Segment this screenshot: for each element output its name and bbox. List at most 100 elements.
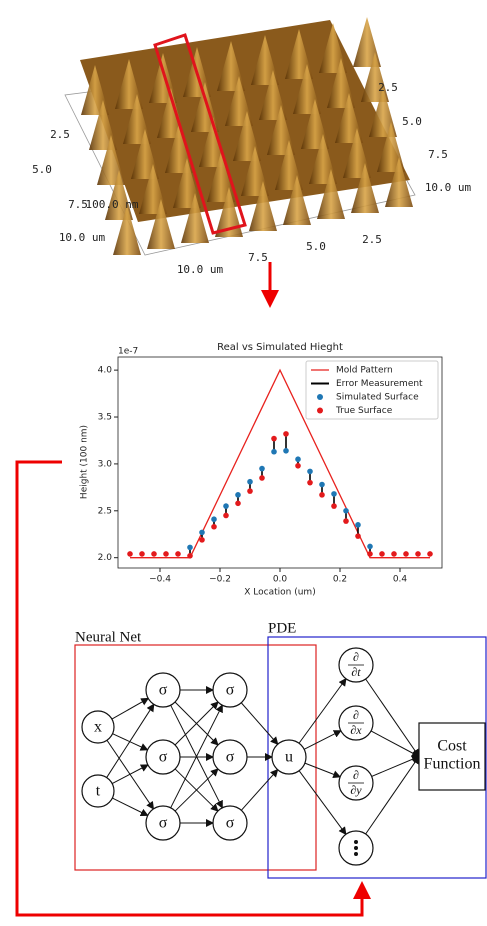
point — [187, 553, 193, 559]
legend-label: Mold Pattern — [336, 366, 393, 376]
legend-label: Error Measurement — [336, 379, 423, 389]
point — [331, 491, 337, 497]
point — [199, 530, 205, 536]
group-label: PDE — [268, 620, 296, 636]
point — [187, 545, 193, 551]
surface-axis-label: 7.5 — [428, 148, 448, 161]
point — [319, 492, 325, 498]
hidden-node-label: σ — [159, 815, 168, 832]
point — [319, 482, 325, 488]
y-axis-label: Height (100 nm) — [80, 425, 90, 499]
point — [391, 551, 397, 557]
x-tick-label: −0.2 — [209, 575, 231, 585]
x-tick-label: −0.4 — [149, 575, 171, 585]
edge — [112, 798, 147, 815]
point — [175, 551, 181, 557]
point — [223, 513, 229, 519]
derivative-denominator: ∂t — [351, 665, 361, 679]
point — [379, 551, 385, 557]
surface-z-label: 100.0 nm — [86, 198, 139, 211]
chart-title: Real vs Simulated Hieght — [217, 342, 343, 353]
offset-label: 1e-7 — [118, 347, 138, 357]
derivative-numerator: ∂ — [353, 708, 359, 722]
cost-label: Cost — [437, 738, 467, 755]
point — [295, 456, 301, 462]
point — [367, 551, 373, 557]
point — [211, 516, 217, 522]
surface-axis-label: 5.0 — [306, 240, 326, 253]
point — [355, 522, 361, 528]
x-tick-label: 0.2 — [333, 575, 347, 585]
surface-axis-label: 2.5 — [378, 81, 398, 94]
surface-plot — [65, 17, 415, 255]
point — [127, 551, 133, 557]
edge — [304, 731, 341, 750]
y-tick-label: 3.5 — [98, 413, 112, 423]
network: xtσσσσσσu∂∂t∂∂x∂∂yCostFunction — [82, 648, 485, 865]
feedback-arrow — [17, 462, 362, 915]
point — [367, 544, 373, 550]
point — [283, 448, 289, 454]
point — [307, 480, 313, 486]
surface-axis-label: 10.0 um — [177, 263, 224, 276]
figure: Real vs Simulated Hieght 1e-7 X Location… — [0, 0, 487, 926]
ellipsis-dot — [354, 840, 358, 844]
point — [331, 503, 337, 509]
surface-axis-label: 10.0 um — [59, 231, 106, 244]
derivative-numerator: ∂ — [353, 650, 359, 664]
point — [307, 469, 313, 475]
point — [247, 479, 253, 485]
hidden-node-label: σ — [159, 749, 168, 766]
ellipsis-dot — [354, 846, 358, 850]
point — [343, 518, 349, 524]
y-tick-label: 3.0 — [98, 459, 113, 469]
legend-label: True Surface — [335, 406, 393, 416]
group-label: Neural Net — [75, 629, 142, 645]
point — [427, 551, 433, 557]
derivative-denominator: ∂x — [350, 723, 362, 737]
point — [259, 466, 265, 472]
point — [199, 537, 205, 543]
point — [211, 524, 217, 530]
point — [415, 551, 421, 557]
surface-axis-label: 5.0 — [32, 163, 52, 176]
x-tick-label: 0.4 — [393, 575, 408, 585]
point — [163, 551, 169, 557]
hidden-node-label: σ — [226, 815, 235, 832]
edge — [112, 698, 148, 719]
point — [259, 475, 265, 481]
legend-marker — [317, 408, 323, 414]
surface-axis-label: 10.0 um — [425, 181, 472, 194]
edge — [371, 731, 419, 757]
x-axis-label: X Location (um) — [244, 588, 315, 598]
point — [283, 431, 289, 437]
point — [295, 463, 301, 469]
ellipsis-dot — [354, 852, 358, 856]
surface-axis-label: 7.5 — [248, 251, 268, 264]
legend-label: Simulated Surface — [336, 393, 419, 403]
edge — [299, 679, 346, 744]
point — [235, 492, 241, 498]
point — [271, 436, 277, 442]
point — [223, 503, 229, 509]
hidden-node-label: σ — [159, 682, 168, 699]
edge — [366, 679, 419, 756]
surface-axis-label: 2.5 — [50, 128, 70, 141]
surface-axis-label: 2.5 — [362, 233, 382, 246]
y-tick-label: 2.5 — [98, 506, 112, 516]
point — [271, 449, 277, 455]
cost-label: Function — [424, 756, 481, 773]
output-node-label: u — [285, 749, 293, 766]
point — [403, 551, 409, 557]
surface-axis-label: 5.0 — [402, 115, 422, 128]
point — [139, 551, 145, 557]
edge — [107, 704, 154, 777]
edge — [241, 703, 278, 744]
edge — [112, 765, 148, 784]
input-node-label: t — [96, 783, 101, 800]
x-tick-label: 0.0 — [273, 575, 288, 585]
input-node-label: x — [94, 719, 102, 736]
point — [355, 533, 361, 539]
y-tick-label: 2.0 — [98, 553, 113, 563]
derivative-denominator: ∂y — [350, 783, 362, 797]
